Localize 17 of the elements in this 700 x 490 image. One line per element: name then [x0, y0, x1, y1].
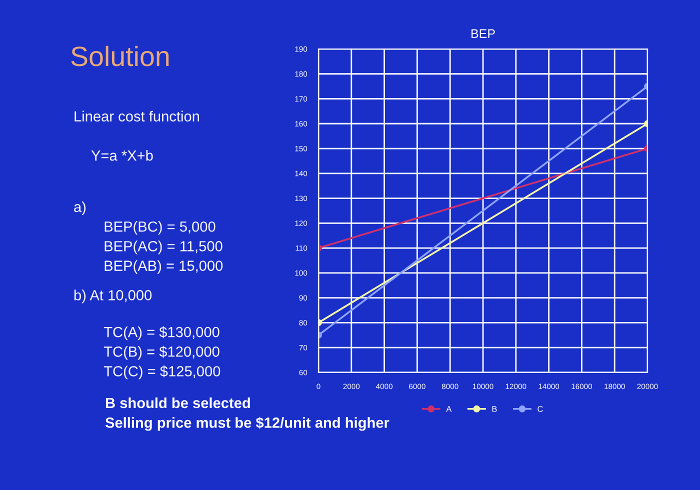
text: TC(A) = $130,000	[104, 326, 220, 340]
text: B should be selected	[106, 397, 250, 408]
text: BEP(AC) = 11,500	[104, 240, 222, 254]
text: a)	[74, 201, 86, 216]
text: TC(B) = $120,000	[104, 346, 220, 360]
text: Selling price must be $12/unit and higher	[105, 416, 390, 431]
text: BEP(AB) = 15,000	[104, 260, 223, 274]
legend-label: C	[538, 406, 543, 412]
text: BEP(BC) = 5,000	[104, 221, 216, 235]
text: b) At 10,000	[74, 290, 152, 304]
legend-label: B	[492, 406, 497, 412]
chart-title: BEP	[472, 29, 495, 38]
text: Solution	[71, 46, 169, 66]
legend-label: A	[446, 406, 452, 412]
text: Linear cost function	[74, 110, 200, 122]
text: TC(C) = $125,000	[104, 365, 220, 380]
text: Y=a *X+b	[91, 150, 153, 161]
